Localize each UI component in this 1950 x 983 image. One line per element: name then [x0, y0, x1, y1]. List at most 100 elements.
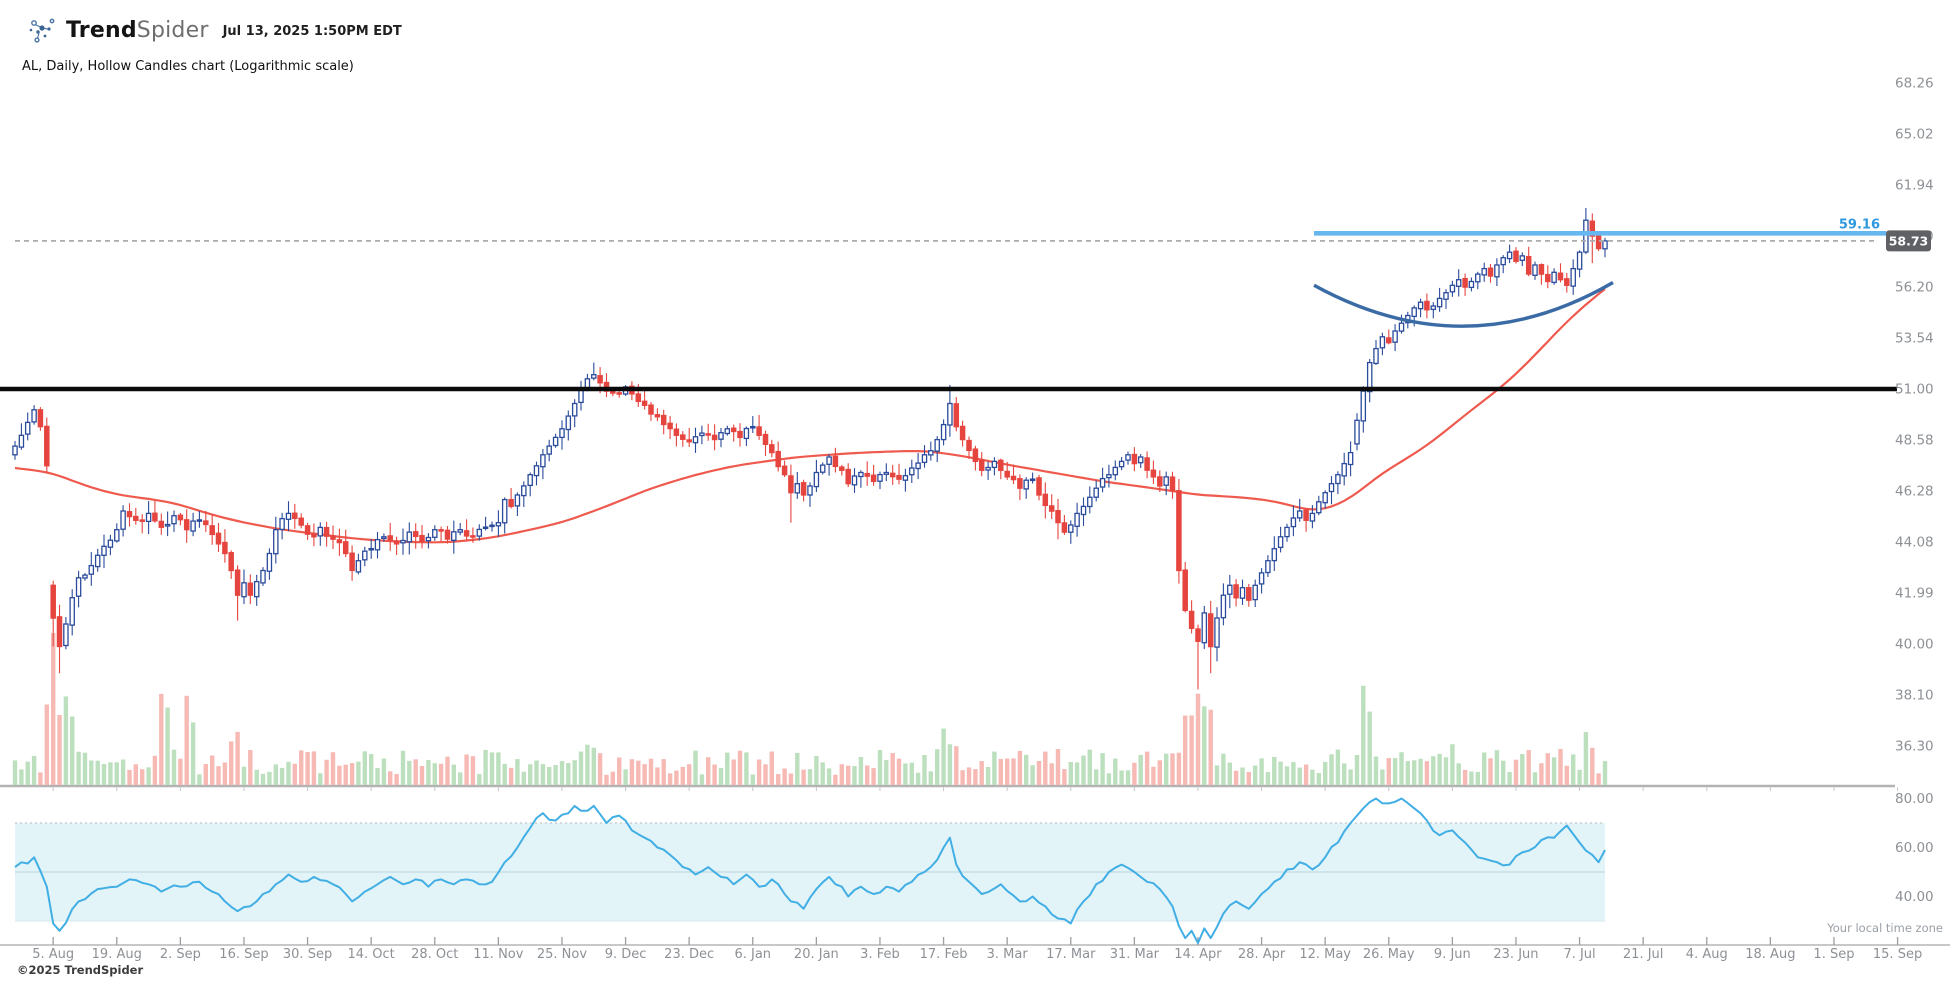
volume-bar [1316, 773, 1321, 785]
volume-bar [1431, 756, 1436, 785]
candle-body [839, 466, 845, 471]
candle-body [521, 485, 527, 497]
candle-body [692, 436, 699, 444]
volume-bar [763, 764, 768, 785]
volume-bar [1513, 759, 1519, 785]
candle-body [203, 520, 209, 526]
volume-bars [12, 633, 1608, 785]
candle-body [355, 560, 362, 573]
volume-bar [82, 752, 88, 785]
candle-body [400, 539, 406, 544]
candle-body [991, 460, 998, 469]
volume-bar [718, 767, 724, 785]
candle-body [1335, 474, 1341, 485]
candle-body [463, 530, 470, 537]
candle-body [482, 526, 489, 530]
volume-bar [521, 771, 526, 785]
x-axis-label: 4. Aug [1686, 947, 1728, 962]
volume-bar [756, 759, 762, 785]
volume-bar [1170, 753, 1175, 785]
volume-bar [260, 773, 266, 785]
volume-bar [578, 751, 584, 785]
candle-body [1386, 337, 1392, 344]
candle-body [336, 539, 343, 544]
candle-body [1087, 496, 1093, 508]
candle-body [1157, 476, 1163, 487]
volume-bar [788, 773, 794, 785]
volume-bar [222, 762, 228, 785]
volume-bar [394, 774, 399, 785]
candle-body [1093, 487, 1099, 498]
volume-bar [445, 756, 450, 785]
candle-body [1010, 475, 1017, 481]
resistance-price-label: 59.16 [1839, 217, 1880, 232]
volume-bar [1564, 765, 1569, 785]
volume-bar [1240, 767, 1245, 785]
brand-logo: TrendSpider [66, 18, 209, 43]
volume-bar [1202, 706, 1207, 785]
candle-body [896, 474, 902, 480]
volume-bar [362, 751, 367, 785]
volume-bar [1412, 760, 1417, 785]
candle-body [1048, 505, 1055, 512]
x-axis-label: 15. Sep [1873, 947, 1922, 962]
price-axis-label: 51.00 [1895, 382, 1934, 398]
volume-bar [305, 752, 310, 785]
candle-body [311, 533, 317, 538]
volume-bar [1526, 750, 1531, 785]
price-axis-label: 68.26 [1895, 76, 1934, 92]
volume-bar [629, 759, 635, 785]
candle-body [1029, 478, 1036, 482]
volume-bar [706, 757, 711, 785]
volume-bar [515, 759, 520, 785]
volume-bar [1456, 763, 1461, 785]
volume-bar [636, 760, 641, 785]
volume-bar [1437, 753, 1442, 785]
volume-bar [235, 731, 240, 785]
volume-bar [184, 695, 189, 785]
candle-body [495, 522, 502, 527]
candle-body [1487, 267, 1494, 277]
volume-bar [725, 752, 730, 785]
candle-body [88, 564, 95, 575]
volume-bar [858, 757, 864, 785]
volume-bar [1151, 766, 1156, 785]
volume-bar [1367, 711, 1372, 785]
candle-body [1201, 612, 1208, 644]
volume-bar [1469, 771, 1474, 785]
candle-body [1068, 524, 1074, 533]
candle-body [349, 552, 355, 572]
volume-bar [1119, 770, 1124, 785]
volume-bar [865, 765, 870, 785]
volume-bar [1221, 753, 1226, 785]
candle-body [209, 525, 215, 536]
volume-bar [95, 760, 100, 785]
candle-body [858, 471, 864, 478]
volume-bar [1132, 762, 1137, 785]
volume-bar [1272, 756, 1277, 785]
volume-bar [489, 752, 495, 785]
cup-pattern-annotation[interactable] [1313, 281, 1614, 328]
rsi-axis-label: 80.00 [1895, 791, 1934, 807]
volume-bar [44, 704, 49, 785]
candle-body [1080, 505, 1087, 516]
volume-bar [349, 763, 355, 785]
candle-body [800, 482, 807, 496]
candle-body [584, 378, 591, 389]
x-axis-label: 2. Sep [160, 947, 201, 962]
candle-body [819, 464, 826, 473]
candle-body [266, 552, 273, 572]
candle-body [1360, 390, 1367, 422]
volume-bar [273, 764, 278, 785]
candle-body [737, 430, 743, 439]
x-axis-label: 26. May [1363, 947, 1415, 962]
volume-bar [1183, 715, 1188, 785]
volume-bar [146, 767, 151, 785]
candle-body [1443, 292, 1449, 300]
volume-bar [1030, 765, 1035, 785]
volume-bar [852, 766, 857, 785]
candle-body [374, 538, 381, 551]
candle-body [24, 421, 31, 435]
volume-bar [648, 758, 654, 785]
